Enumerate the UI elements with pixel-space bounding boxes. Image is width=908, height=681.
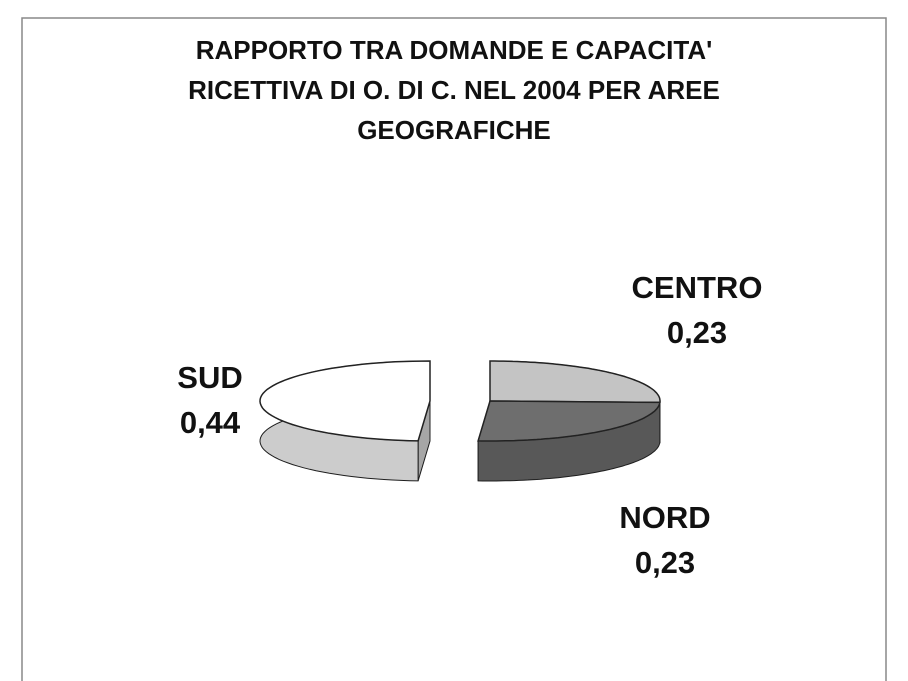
value-label: 0,23 bbox=[635, 545, 695, 580]
slice-top bbox=[477, 400, 661, 442]
value-label: 0,44 bbox=[180, 405, 241, 440]
slice-top bbox=[489, 360, 661, 404]
slice-top bbox=[259, 360, 431, 442]
frame bbox=[21, 17, 887, 681]
slice-label: CENTRO bbox=[632, 270, 763, 305]
slice-shade bbox=[418, 401, 430, 481]
slice-label: NORD bbox=[619, 500, 710, 535]
value-label: 0,23 bbox=[667, 315, 727, 350]
slice-shade bbox=[478, 402, 660, 481]
chart-title: RAPPORTO TRA DOMANDE E CAPACITA' RICETTI… bbox=[188, 35, 720, 145]
slice-label: SUD bbox=[177, 360, 242, 395]
